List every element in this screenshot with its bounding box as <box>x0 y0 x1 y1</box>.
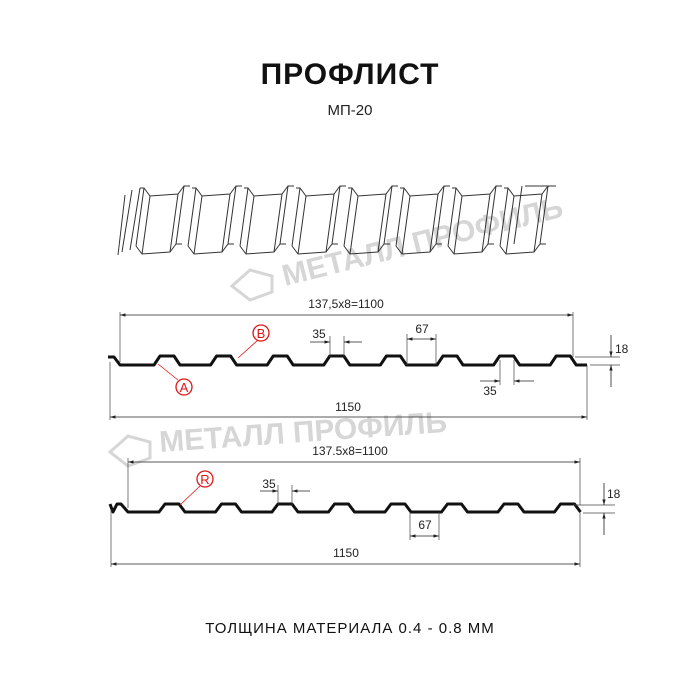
marker-a <box>175 378 193 396</box>
sheet-3d-view <box>117 185 556 256</box>
profile-a: 137,5x8=1100 1150 35 67 35 18 B A <box>108 297 629 420</box>
dim-gap-r: 67 <box>418 518 432 532</box>
dim-total-label-r: 1150 <box>333 546 359 560</box>
dim-pitch-label: 137,5x8=1100 <box>308 297 384 311</box>
dim-total-label: 1150 <box>335 400 361 414</box>
marker-r <box>196 470 214 488</box>
dim-pitch-label-r: 137.5x8=1100 <box>312 444 388 458</box>
svg-text:B: B <box>257 326 266 341</box>
marker-b <box>252 324 270 342</box>
watermark-2: МЕТАЛЛ ПРОФИЛЬ <box>107 406 448 468</box>
profile-r-line <box>108 502 582 514</box>
material-thickness-note: ТОЛЩИНА МАТЕРИАЛА 0.4 - 0.8 ММ <box>205 620 495 637</box>
dim-top-width: 35 <box>312 327 326 341</box>
dim-height-r: 18 <box>607 487 621 501</box>
dim-height: 18 <box>615 342 629 356</box>
page-title: ПРОФЛИСТ <box>260 58 440 91</box>
dim-top-width-r: 35 <box>262 477 276 491</box>
svg-text:МЕТАЛЛ ПРОФИЛЬ: МЕТАЛЛ ПРОФИЛЬ <box>279 191 567 293</box>
svg-text:МЕТАЛЛ ПРОФИЛЬ: МЕТАЛЛ ПРОФИЛЬ <box>158 406 448 459</box>
profile-r: 137.5x8=1100 1150 35 67 18 R <box>108 444 621 567</box>
dim-bottom-width: 35 <box>483 384 497 398</box>
page-subtitle: МП-20 <box>327 102 373 119</box>
dim-gap: 67 <box>415 322 429 336</box>
profile-a-line <box>108 354 587 367</box>
watermark-1: МЕТАЛЛ ПРОФИЛЬ <box>229 191 567 302</box>
svg-text:R: R <box>200 472 209 487</box>
svg-text:A: A <box>180 380 189 395</box>
